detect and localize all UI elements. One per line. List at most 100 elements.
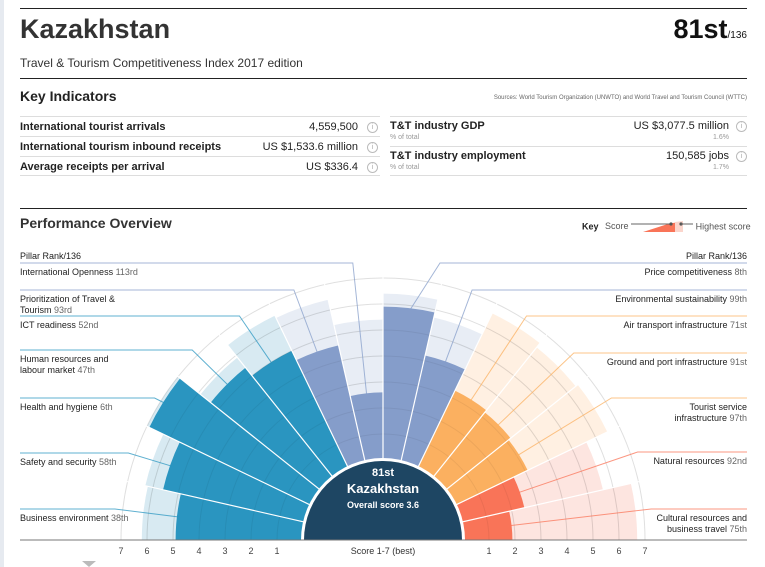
indicator-sub-label: % of total	[390, 164, 420, 171]
score-bar	[296, 345, 366, 468]
pillar-rank: 58th	[99, 457, 117, 467]
indicator-label: International tourist arrivals	[20, 121, 166, 133]
overall-rank-total: /136	[727, 30, 747, 41]
pillar-leader-line	[20, 452, 174, 468]
score-bar	[432, 412, 511, 491]
pillar-name: Safety and security	[20, 457, 100, 467]
pillar-rank: 97th	[729, 413, 747, 423]
pillar-name: ICT readiness	[20, 320, 79, 330]
pillar-leader-line	[515, 397, 747, 458]
pillar-rank: 38th	[111, 513, 129, 523]
pillar-label: Price competitiveness 8th	[644, 267, 747, 278]
baseline-mask	[20, 540, 747, 567]
axis-tick-right: 7	[642, 546, 648, 556]
pillar-rank: 91st	[729, 357, 747, 367]
indicator-sub-value: 1.7%	[713, 164, 729, 171]
indicator-row: International tourist arrivals 4,559,500…	[20, 116, 380, 136]
pillar-name: International Openness	[20, 267, 116, 277]
pillar-leader-line	[20, 349, 231, 388]
info-icon[interactable]: i	[736, 121, 747, 132]
indicator-value: 4,559,500	[309, 121, 358, 133]
pillar-rank-header-left: Pillar Rank/136	[20, 251, 82, 261]
indicator-value: 150,585 jobs	[666, 150, 729, 162]
pillar-name: Cultural resources and business travel	[656, 513, 747, 534]
axis-tick-right: 3	[538, 546, 544, 556]
pillar-label: Air transport infrastructure 71st	[623, 320, 747, 331]
score-bar	[252, 350, 349, 478]
pillar-rank: 6th	[100, 402, 113, 412]
indicator-value: US $3,077.5 million	[633, 120, 729, 132]
key-indicators-left: International tourist arrivals 4,559,500…	[20, 116, 380, 176]
chart-key: Key Score Highest score	[582, 220, 751, 234]
score-bar	[210, 367, 334, 491]
performance-title: Performance Overview	[20, 215, 172, 231]
overall-rank-value: 81st	[673, 14, 728, 44]
country-title: Kazakhstan	[20, 14, 171, 44]
indicator-row: T&T industry GDP US $3,077.5 million % o…	[390, 116, 747, 146]
overall-rank: 81st/136	[673, 14, 747, 45]
axis-tick-left: 4	[196, 546, 202, 556]
pillar-rank: 99th	[729, 294, 747, 304]
pillar-rank: 93rd	[54, 305, 73, 315]
indicator-value: US $1,533.6 million	[262, 141, 358, 153]
score-bar	[175, 493, 306, 540]
indicator-label: T&T industry employment	[390, 150, 526, 162]
info-icon[interactable]: i	[736, 151, 747, 162]
pillar-name: Environmental sustainability	[615, 294, 730, 304]
axis-tick-right: 4	[564, 546, 570, 556]
key-score-swatch	[643, 223, 676, 232]
pillar-label: Cultural resources and business travel 7…	[637, 513, 747, 535]
pillar-label: Natural resources 92nd	[653, 456, 747, 467]
indicator-row: Average receipts per arrival US $336.4 i	[20, 156, 380, 176]
pillar-label: Environmental sustainability 99th	[615, 294, 747, 305]
pillar-rank: 113rd	[115, 267, 138, 277]
key-swatch	[631, 221, 694, 232]
pillar-name: Tourist service infrastructure	[674, 402, 747, 423]
edition-subtitle: Travel & Tourism Competitiveness Index 2…	[20, 56, 303, 70]
center-rank: 81st	[371, 467, 395, 479]
score-axis-label: Score 1-7 (best)	[350, 546, 416, 556]
pillar-name: Health and hygiene	[20, 402, 101, 412]
pillar-rank: 52nd	[78, 320, 99, 330]
pillar-name: Human resources and labour market	[20, 354, 109, 375]
pillar-label: Prioritization of Travel & Tourism 93rd	[20, 294, 130, 316]
left-page-border	[0, 0, 4, 567]
axis-tick-right: 5	[590, 546, 596, 556]
pillar-name: Business environment	[20, 513, 112, 523]
pillar-leader-line	[20, 315, 274, 366]
score-bar	[163, 442, 311, 523]
pillar-leader-line	[20, 508, 181, 518]
pillar-label: Safety and security 58th	[20, 457, 117, 468]
axis-tick-left: 3	[222, 546, 228, 556]
pillar-leader-line	[20, 289, 319, 356]
axis-tick-right: 1	[486, 546, 492, 556]
pillar-label: International Openness 113rd	[20, 267, 138, 278]
pillar-leader-line	[515, 451, 747, 494]
pillar-leader-line	[507, 508, 747, 527]
performance-divider	[20, 208, 747, 209]
pillar-label: Human resources and labour market 47th	[20, 354, 130, 376]
scroll-down-arrow-icon[interactable]	[82, 561, 96, 567]
key-indicators-title: Key Indicators	[20, 88, 117, 104]
axis-tick-left: 5	[170, 546, 176, 556]
sources-note: Sources: World Tourism Organization (UNW…	[493, 95, 747, 101]
info-icon[interactable]: i	[367, 122, 378, 133]
pillar-leader-line	[408, 262, 747, 313]
key-score-label: Score	[605, 221, 629, 232]
score-bar	[417, 390, 487, 478]
pillar-name: Natural resources	[653, 456, 727, 466]
info-icon[interactable]: i	[367, 162, 378, 173]
pillar-rank-header-right: Pillar Rank/136	[685, 251, 747, 261]
info-icon[interactable]: i	[367, 142, 378, 153]
pillar-name: Ground and port infrastructure	[606, 357, 730, 367]
center-overall-score: Overall score 3.6	[346, 500, 420, 510]
axis-tick-left: 1	[274, 546, 280, 556]
pillar-rank: 71st	[729, 320, 747, 330]
pillar-rank: 47th	[77, 365, 96, 375]
score-bar	[400, 355, 466, 468]
indicator-sub-value: 1.6%	[713, 134, 729, 141]
pillar-name: Prioritization of Travel & Tourism	[20, 294, 116, 315]
pillar-name: Air transport infrastructure	[623, 320, 730, 330]
axis-tick-left: 2	[248, 546, 254, 556]
